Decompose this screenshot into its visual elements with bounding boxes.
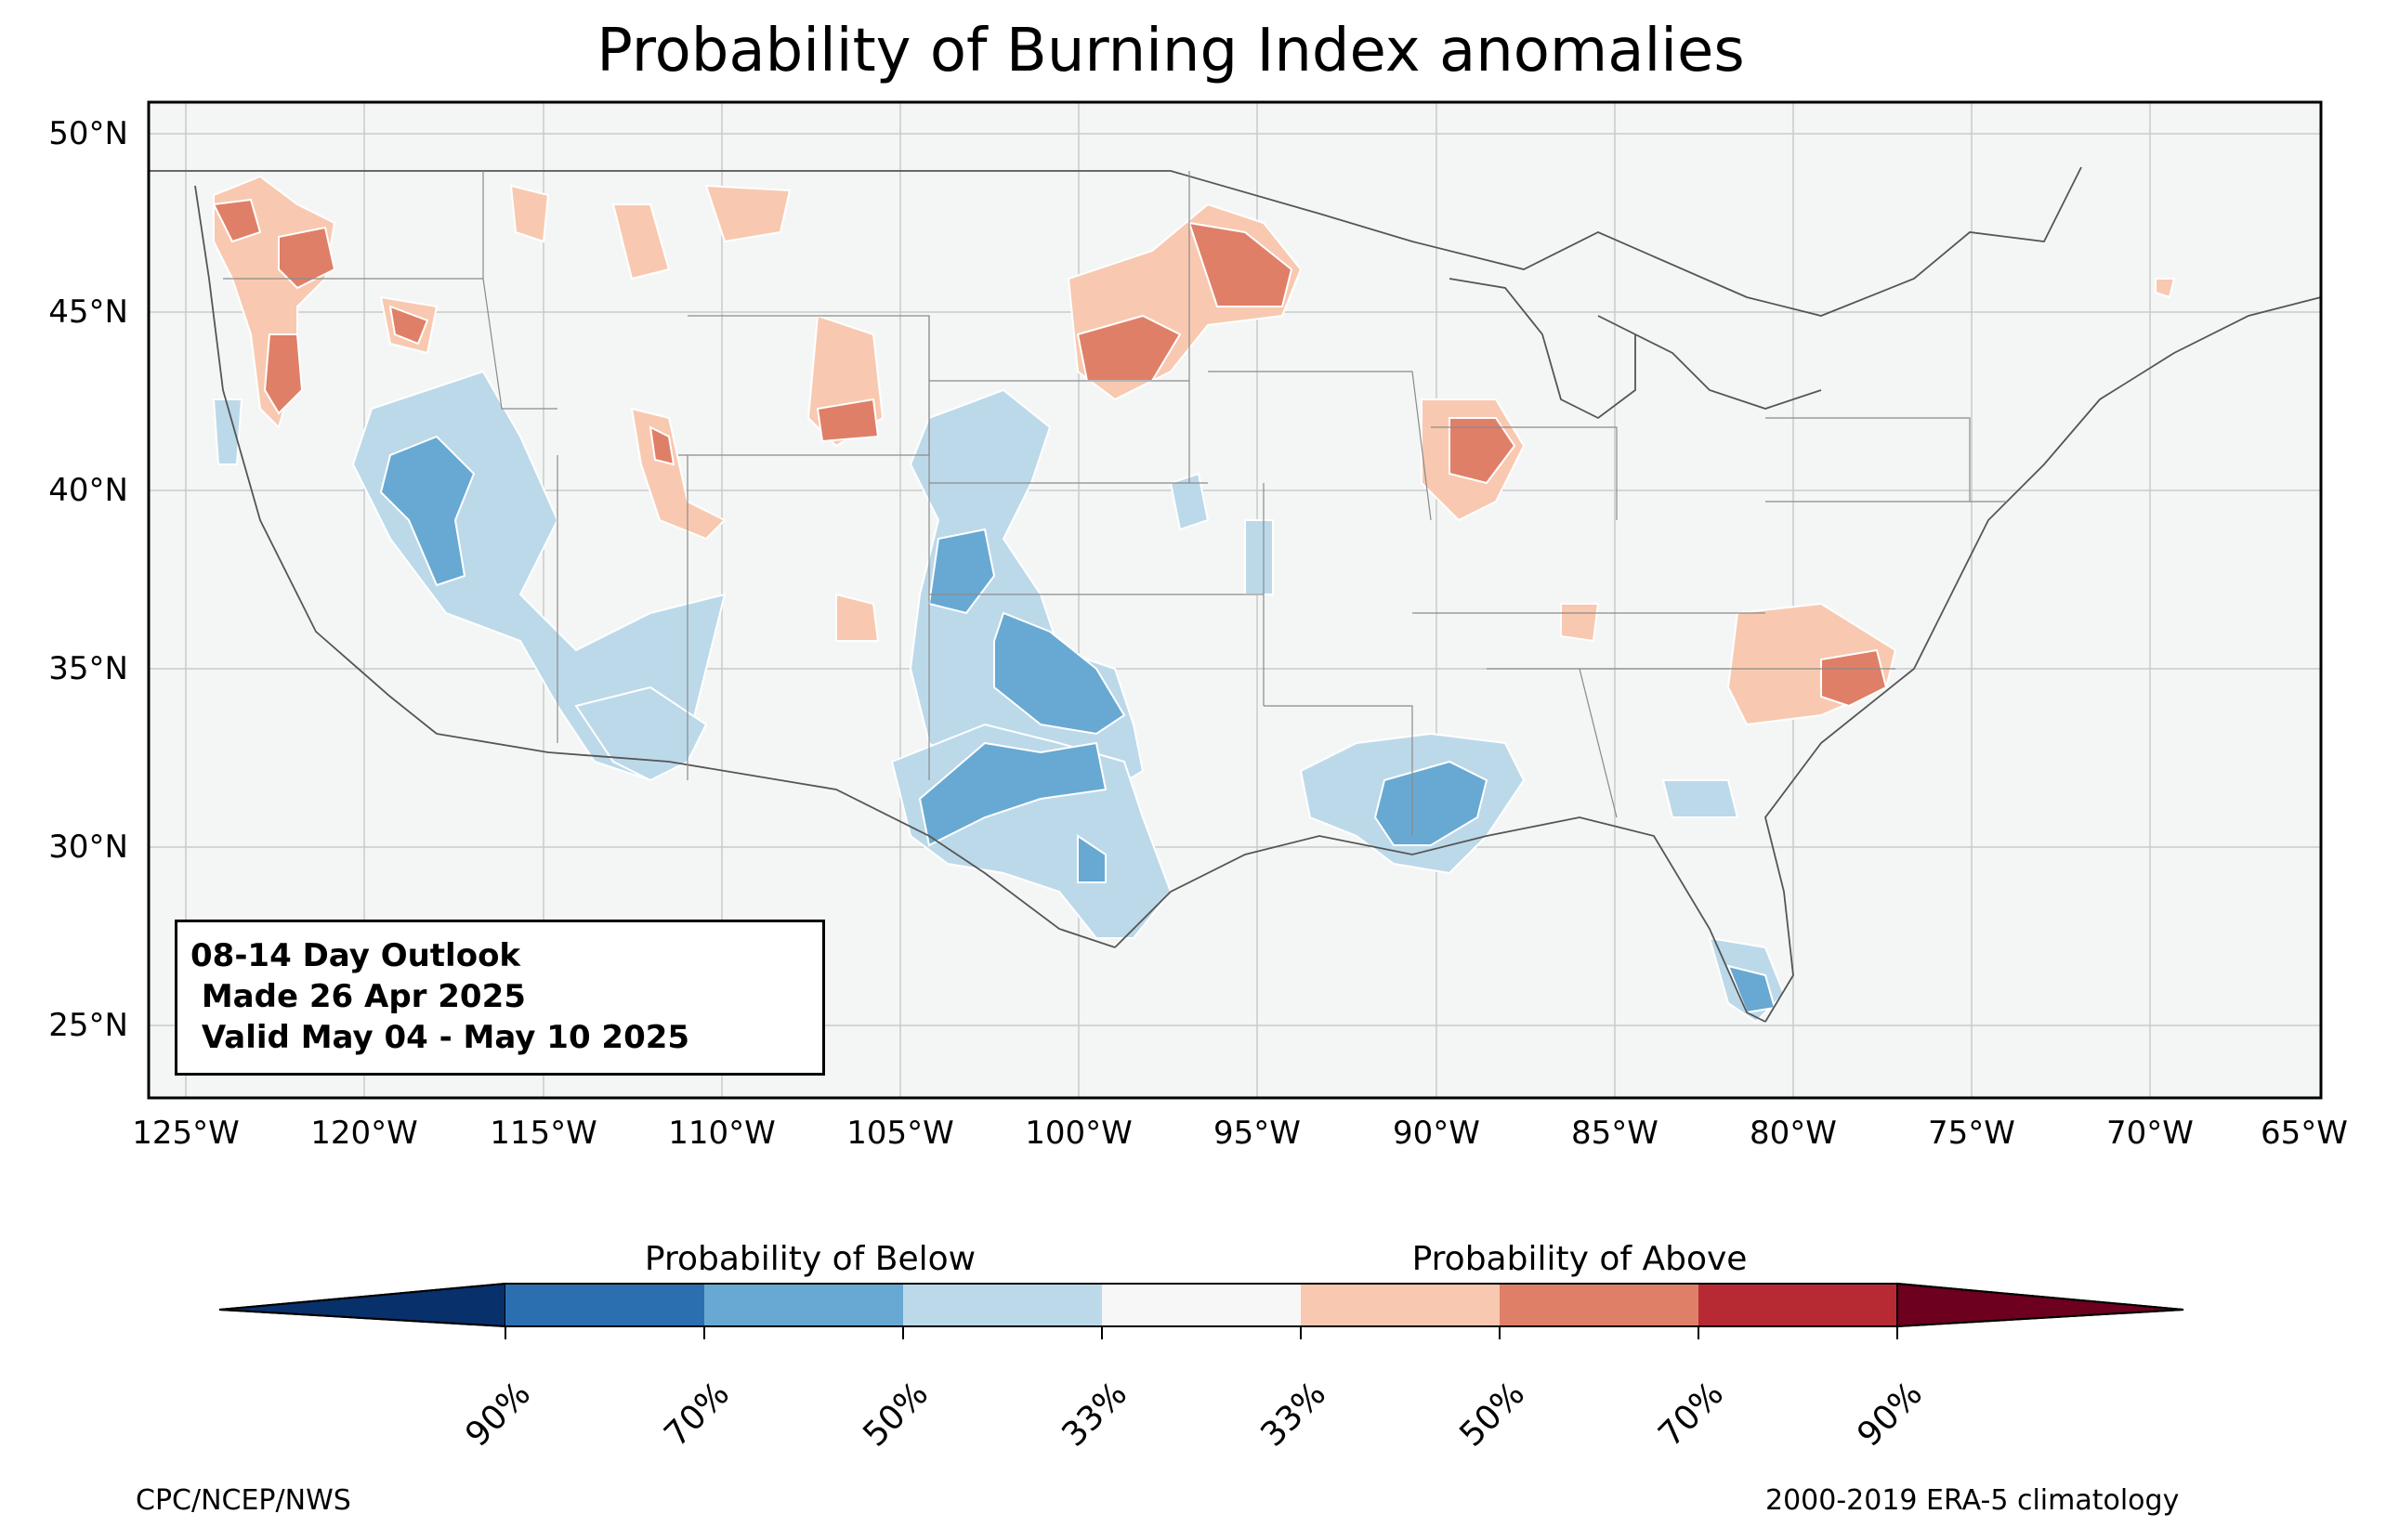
above-50-idaho [388,305,429,346]
above-33-montana-west [509,184,550,243]
above-50-north-dakota [1187,221,1293,307]
below-33-arkansas [1244,519,1274,595]
made-date: Made 26 Apr 2025 [190,978,526,1015]
valid-dates: Valid May 04 - May 10 2025 [190,1019,690,1056]
lat-label-25n: 25°N [48,1007,128,1044]
below-50-texas-panhandle [993,611,1126,736]
colorbar-segment-above-33-50 [1301,1284,1500,1326]
lon-label-125w: 125°W [132,1115,240,1152]
colorbar-segment-below-50-70 [704,1284,903,1326]
lon-label-95w: 95°W [1213,1115,1301,1152]
west-coast [194,185,438,735]
colorbar-above-heading: Probability of Above [1411,1240,1748,1278]
lat-label-50n: 50°N [48,115,128,152]
above-50-illinois [1449,417,1516,485]
lon-label-65w: 65°W [2261,1115,2348,1152]
below-50-texas [918,741,1108,847]
below-50-nevada [379,435,476,587]
lon-label-90w: 90°W [1393,1115,1480,1152]
above-33-maine [2155,278,2176,299]
lon-label-120w: 120°W [310,1115,418,1152]
lon-label-85w: 85°W [1571,1115,1658,1152]
lon-label-75w: 75°W [1928,1115,2015,1152]
lat-label-40n: 40°N [48,472,128,509]
colorbar-segment-normal [1102,1284,1301,1326]
above-33-kentucky [1560,603,1600,643]
outlook-period: 08-14 Day Outlook [190,937,521,974]
lon-label-110w: 110°W [668,1115,776,1152]
colorbar-below-heading: Probability of Below [644,1240,977,1278]
above-50-north-carolina [1820,648,1888,708]
colorbar-segment-below-33-50 [903,1284,1102,1326]
lat-label-45n: 45°N [48,294,128,331]
lon-label-105w: 105°W [846,1115,954,1152]
lon-label-80w: 80°W [1750,1115,1837,1152]
east-coast [1764,296,2322,1023]
colorbar-segment-above-70-90 [1698,1284,1897,1326]
below-normal-areas [212,370,1786,1024]
above-50-washington [212,198,262,243]
lon-label-100w: 100°W [1025,1115,1133,1152]
below-33-norcal [212,398,243,465]
map-frame [147,100,2323,1100]
below-50-south-texas [1077,834,1107,883]
colorbar [218,1282,2184,1339]
outlook-info-box: 08-14 Day Outlook Made 26 Apr 2025 Valid… [175,920,825,1076]
map-title: Probability of Burning Index anomalies [596,17,1745,85]
us-canada-border [149,166,2082,317]
footer-climatology: 2000-2019 ERA-5 climatology [1765,1484,2180,1517]
above-50-south-dakota [1076,314,1182,382]
footer-source: CPC/NCEP/NWS [136,1484,351,1517]
above-33-montana-east [704,184,792,243]
above-50-utah [649,425,675,466]
above-50-oregon-cascades [263,333,304,415]
above-33-montana [611,203,671,281]
great-lakes [1449,278,1822,420]
above-33-nevada [835,593,880,642]
coastlines-and-borders [149,166,2322,1023]
lat-label-35n: 35°N [48,650,128,687]
us-mexico-border [436,733,1116,948]
above-50-wyoming [816,398,880,443]
below-33-georgia [1661,779,1739,818]
lon-label-115w: 115°W [490,1115,597,1152]
lon-label-70w: 70°W [2106,1115,2194,1152]
below-50-mississippi [1373,760,1488,846]
colorbar-segment-below-70-90 [505,1284,704,1326]
state-borders [223,171,2007,836]
lat-label-30n: 30°N [48,829,128,866]
colorbar-segment-above-50-70 [1500,1284,1698,1326]
gulf-coast [1114,816,1766,1023]
